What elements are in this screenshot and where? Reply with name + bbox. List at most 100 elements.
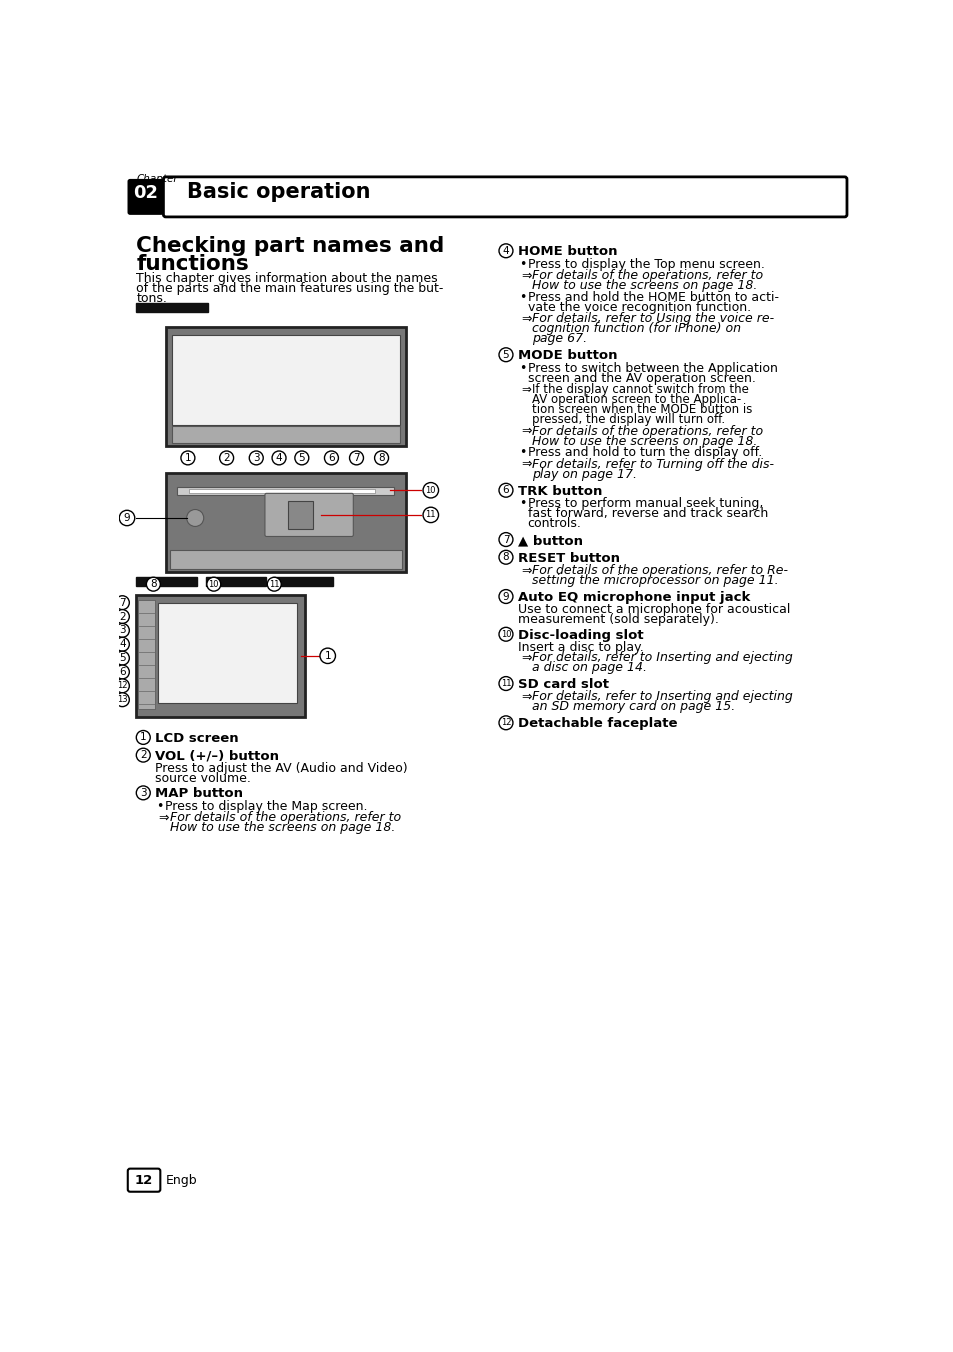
Text: 4: 4 bbox=[275, 453, 282, 462]
Circle shape bbox=[498, 589, 513, 603]
Text: 12: 12 bbox=[500, 718, 511, 727]
Text: TRK button: TRK button bbox=[517, 485, 601, 498]
Text: How to use the screens on page 18.: How to use the screens on page 18. bbox=[532, 435, 757, 448]
Text: Checking part names and: Checking part names and bbox=[136, 237, 444, 256]
Text: 3: 3 bbox=[119, 626, 126, 635]
Text: Auto EQ microphone input jack: Auto EQ microphone input jack bbox=[517, 591, 749, 604]
Text: LCD screen: LCD screen bbox=[154, 731, 238, 745]
Text: 11: 11 bbox=[269, 580, 279, 588]
Text: ⇒: ⇒ bbox=[521, 312, 532, 326]
Bar bbox=[136, 577, 196, 585]
FancyBboxPatch shape bbox=[265, 493, 353, 537]
Text: ⇒: ⇒ bbox=[521, 652, 532, 664]
Text: 8: 8 bbox=[377, 453, 384, 462]
Circle shape bbox=[422, 507, 438, 523]
Circle shape bbox=[422, 483, 438, 498]
Text: For details, refer to Turning off the dis-: For details, refer to Turning off the di… bbox=[532, 458, 774, 470]
Text: ⇒: ⇒ bbox=[521, 691, 532, 703]
Text: tons.: tons. bbox=[136, 292, 167, 306]
Bar bbox=[172, 426, 399, 442]
Text: For details, refer to Inserting and ejecting: For details, refer to Inserting and ejec… bbox=[532, 652, 792, 664]
Text: measurement (sold separately).: measurement (sold separately). bbox=[517, 614, 718, 626]
Text: This chapter gives information about the names: This chapter gives information about the… bbox=[136, 272, 437, 284]
Text: 7: 7 bbox=[119, 598, 126, 607]
Bar bbox=[273, 577, 333, 585]
Bar bbox=[158, 603, 297, 703]
Text: functions: functions bbox=[136, 254, 249, 274]
Bar bbox=[137, 599, 154, 708]
Circle shape bbox=[115, 652, 130, 665]
Text: •: • bbox=[156, 800, 164, 813]
Text: play on page 17.: play on page 17. bbox=[532, 468, 637, 481]
Text: HOME button: HOME button bbox=[517, 246, 617, 258]
Circle shape bbox=[498, 533, 513, 546]
FancyBboxPatch shape bbox=[129, 180, 162, 214]
Circle shape bbox=[115, 692, 130, 707]
Text: page 67.: page 67. bbox=[532, 333, 587, 345]
Bar bbox=[288, 502, 313, 529]
Text: RESET button: RESET button bbox=[517, 552, 618, 565]
Text: Chapter: Chapter bbox=[136, 174, 178, 184]
Text: Press and hold the HOME button to acti-: Press and hold the HOME button to acti- bbox=[527, 291, 778, 304]
Text: AV operation screen to the Applica-: AV operation screen to the Applica- bbox=[532, 393, 740, 406]
Text: vate the voice recognition function.: vate the voice recognition function. bbox=[527, 301, 750, 314]
Text: 7: 7 bbox=[502, 534, 509, 545]
Text: MAP button: MAP button bbox=[154, 787, 243, 800]
Text: Press and hold to turn the display off.: Press and hold to turn the display off. bbox=[527, 446, 761, 460]
Circle shape bbox=[207, 577, 220, 591]
Text: 1: 1 bbox=[324, 650, 331, 661]
Text: tion screen when the MODE button is: tion screen when the MODE button is bbox=[532, 403, 752, 416]
Bar bbox=[166, 327, 406, 446]
Text: VOL (+/–) button: VOL (+/–) button bbox=[154, 750, 278, 763]
Text: 7: 7 bbox=[353, 453, 359, 462]
Text: 4: 4 bbox=[502, 246, 509, 256]
Text: 4: 4 bbox=[119, 639, 126, 649]
Text: screen and the AV operation screen.: screen and the AV operation screen. bbox=[527, 372, 755, 385]
Circle shape bbox=[498, 347, 513, 362]
Text: 11: 11 bbox=[425, 511, 436, 519]
Text: How to use the screens on page 18.: How to use the screens on page 18. bbox=[170, 822, 395, 834]
Circle shape bbox=[181, 452, 194, 465]
Circle shape bbox=[115, 679, 130, 692]
Circle shape bbox=[249, 452, 263, 465]
Circle shape bbox=[267, 577, 281, 591]
Text: 6: 6 bbox=[328, 453, 335, 462]
Circle shape bbox=[136, 730, 150, 745]
Text: Use to connect a microphone for acoustical: Use to connect a microphone for acoustic… bbox=[517, 603, 789, 617]
Text: 9: 9 bbox=[124, 512, 131, 523]
Text: Press to perform manual seek tuning,: Press to perform manual seek tuning, bbox=[527, 498, 762, 510]
Text: For details of the operations, refer to: For details of the operations, refer to bbox=[170, 811, 400, 825]
Circle shape bbox=[349, 452, 363, 465]
Text: fast forward, reverse and track search: fast forward, reverse and track search bbox=[527, 507, 767, 521]
Text: 6: 6 bbox=[119, 667, 126, 677]
Text: Press to adjust the AV (Audio and Video): Press to adjust the AV (Audio and Video) bbox=[154, 763, 407, 775]
Circle shape bbox=[498, 676, 513, 691]
Text: 1: 1 bbox=[184, 453, 191, 462]
Text: cognition function (for iPhone) on: cognition function (for iPhone) on bbox=[532, 322, 740, 335]
Text: •: • bbox=[518, 362, 526, 375]
Bar bbox=[177, 487, 394, 495]
Circle shape bbox=[498, 627, 513, 641]
Text: •: • bbox=[518, 446, 526, 460]
Circle shape bbox=[187, 510, 204, 526]
Text: If the display cannot switch from the: If the display cannot switch from the bbox=[532, 383, 748, 396]
Text: 5: 5 bbox=[119, 653, 126, 662]
Text: ⇒: ⇒ bbox=[521, 564, 532, 577]
Text: ▲ button: ▲ button bbox=[517, 534, 582, 548]
Circle shape bbox=[272, 452, 286, 465]
Bar bbox=[206, 577, 266, 585]
Text: an SD memory card on page 15.: an SD memory card on page 15. bbox=[532, 700, 735, 714]
Text: For details of the operations, refer to: For details of the operations, refer to bbox=[532, 269, 762, 283]
Circle shape bbox=[498, 715, 513, 730]
Text: 3: 3 bbox=[140, 788, 147, 798]
Text: For details, refer to Inserting and ejecting: For details, refer to Inserting and ejec… bbox=[532, 691, 792, 703]
Circle shape bbox=[115, 637, 130, 652]
Bar bbox=[136, 303, 208, 311]
Text: Insert a disc to play.: Insert a disc to play. bbox=[517, 641, 642, 654]
Circle shape bbox=[375, 452, 388, 465]
Text: 12: 12 bbox=[117, 681, 128, 691]
Text: For details of the operations, refer to: For details of the operations, refer to bbox=[532, 425, 762, 438]
Text: of the parts and the main features using the but-: of the parts and the main features using… bbox=[136, 283, 443, 295]
Text: SD card slot: SD card slot bbox=[517, 679, 608, 691]
Text: 8: 8 bbox=[150, 579, 156, 589]
